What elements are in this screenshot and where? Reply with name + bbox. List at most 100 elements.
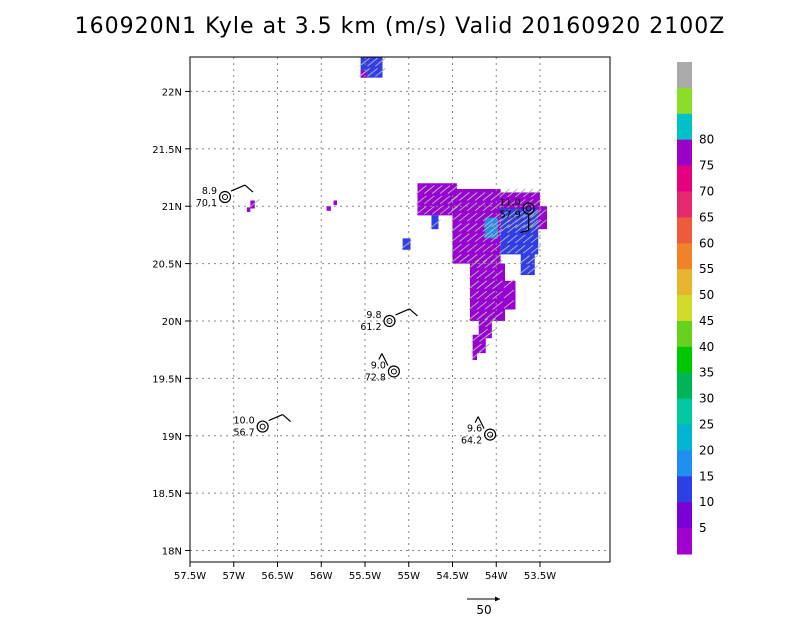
colorbar-label: 60: [699, 236, 714, 250]
colorbar-segment: [677, 528, 692, 555]
wind-vector: [484, 301, 495, 310]
colorbar-label: 30: [699, 392, 714, 406]
colorbar-segment: [677, 113, 692, 141]
wind-vector: [359, 57, 370, 67]
storm-fix-5: 9.664.2: [461, 416, 497, 447]
wind-vector: [474, 254, 486, 263]
reference-vector-label: 50: [476, 603, 491, 617]
wind-vector: [490, 254, 502, 263]
storm-center-inner: [386, 317, 393, 324]
y-tick-label: 19.5N: [152, 374, 182, 385]
wind-vector: [492, 290, 503, 300]
wind-vector: [507, 224, 518, 233]
x-tick-label: 54W: [485, 571, 508, 582]
wind-vector: [466, 254, 478, 263]
wind-vector: [459, 192, 470, 201]
fix-speed-label: 8.9: [202, 186, 217, 197]
colorbar-label: 5: [699, 521, 707, 535]
wind-barb-staff: [395, 308, 410, 316]
wind-vector: [482, 223, 494, 232]
x-tick-label: 56.5W: [261, 571, 293, 582]
fix-speed-label: 9.8: [366, 310, 381, 321]
wind-vector: [515, 213, 526, 223]
wind-vector: [439, 185, 451, 194]
wind-vector: [485, 318, 496, 328]
storm-center-icon: [218, 190, 232, 204]
wind-vector: [499, 188, 510, 198]
wind-vector: [375, 68, 386, 77]
wind-vector: [530, 234, 542, 244]
wind-area-18: [326, 206, 331, 211]
fix-speed-label: 10.0: [233, 416, 254, 427]
colorbar-label: 25: [699, 418, 714, 432]
wind-vector: [424, 205, 435, 215]
wind-vector: [459, 223, 470, 232]
storm-center-icon: [522, 202, 535, 215]
colorbar-label: 50: [699, 288, 714, 302]
wind-area-17: [246, 207, 251, 212]
x-axis-ticks: 57.5W 57W 56.5W 56W 55.5W 55W 54.5W 54W 53.5W: [174, 562, 556, 582]
colorbar-segment: [677, 450, 692, 477]
fix-distance-label: 61.2: [360, 322, 381, 333]
fix-distance-label: 57.9: [499, 210, 520, 221]
wind-barb-flag: [520, 229, 529, 234]
wind-vector: [359, 68, 370, 77]
wind-vector: [468, 301, 480, 310]
wind-vector: [503, 289, 515, 299]
wind-vector: [459, 243, 470, 253]
wind-barb-staff: [477, 416, 485, 429]
wind-vector: [474, 192, 486, 201]
x-tick-label: 53.5W: [524, 571, 556, 582]
storm-fix-3: 9.072.8: [365, 353, 400, 383]
wind-vector: [482, 202, 494, 212]
wind-vector: [439, 205, 451, 215]
wind-vector: [476, 311, 488, 321]
wind-vector: [484, 311, 495, 321]
wind-vector: [439, 195, 451, 205]
wind-vector: [499, 209, 510, 219]
wind-vector: [484, 290, 495, 300]
colorbar-label: 35: [699, 366, 714, 380]
wind-barb-flag: [244, 184, 254, 193]
wind-vector: [367, 68, 378, 77]
wind-vector: [484, 259, 495, 269]
wind-vector: [507, 213, 518, 223]
colorbar-segment: [677, 165, 692, 192]
wind-vector: [474, 243, 486, 253]
y-tick-label: 21N: [162, 202, 182, 213]
wind-vector: [474, 223, 486, 232]
storm-fix-1: 11.057.9: [499, 198, 535, 234]
storm-center-inner: [222, 194, 228, 201]
colorbar-label: 15: [699, 469, 714, 483]
y-tick-label: 20N: [162, 317, 182, 328]
wind-vector: [484, 280, 495, 290]
wind-vector: [476, 301, 488, 310]
wind-vector: [515, 224, 526, 233]
colorbar-label: 55: [699, 262, 714, 276]
storm-center-inner: [390, 368, 397, 375]
wind-vector: [466, 233, 478, 243]
wind-vector: [492, 301, 503, 310]
y-tick-label: 22N: [162, 87, 182, 98]
wind-vector: [530, 244, 542, 254]
wind-vector: [416, 205, 427, 215]
x-tick-label: 56W: [310, 571, 333, 582]
x-tick-label: 55W: [397, 571, 420, 582]
wind-vector: [492, 280, 503, 290]
wind-vector: [468, 311, 480, 321]
storm-center-icon: [484, 428, 497, 441]
colorbar-segment: [677, 398, 692, 426]
wind-vector: [459, 233, 470, 243]
colorbar-label: 70: [699, 184, 714, 198]
wind-vector: [451, 202, 462, 212]
wind-vector: [522, 244, 534, 254]
colorbar-segment: [677, 62, 692, 89]
wind-vector: [471, 333, 482, 343]
storm-fix-0: 8.970.1: [196, 184, 254, 209]
wind-vector: [476, 290, 488, 300]
wind-vector: [468, 280, 480, 290]
y-tick-label: 21.5N: [152, 145, 182, 156]
colorbar-label: 10: [699, 495, 714, 509]
wind-vector: [431, 185, 443, 194]
fix-speed-label: 11.0: [499, 198, 520, 209]
